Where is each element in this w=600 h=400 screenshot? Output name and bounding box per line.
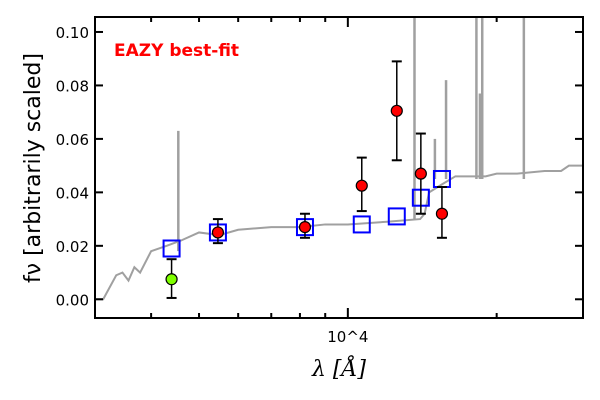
plot-frame <box>94 16 584 319</box>
photometry-point <box>298 221 312 234</box>
photometry-point <box>355 179 368 192</box>
y-tick-label: 0.06 <box>56 131 89 149</box>
x-tick-label: 10^4 <box>327 328 368 346</box>
y-tick-label: 0.08 <box>56 77 89 95</box>
photometry-point <box>435 207 449 220</box>
model-flux-square <box>352 215 371 234</box>
photometry-point <box>390 104 403 117</box>
y-tick-label: 0.04 <box>56 184 89 202</box>
y-tick-label: 0.00 <box>56 291 89 309</box>
model-flux-square <box>387 207 406 226</box>
y-axis-label: fν [arbitrarily scaled] <box>21 53 46 283</box>
photometry-point <box>211 226 225 239</box>
annotation-label: EAZY best-fit <box>114 41 239 61</box>
photometry-point <box>165 273 178 286</box>
model-spectrum <box>95 164 583 301</box>
x-axis-label: λ [Å] <box>311 354 366 382</box>
model-flux-square <box>162 239 181 258</box>
photometry-point <box>414 167 427 180</box>
y-tick-label: 0.02 <box>56 238 89 256</box>
y-tick-label: 0.10 <box>56 24 89 42</box>
